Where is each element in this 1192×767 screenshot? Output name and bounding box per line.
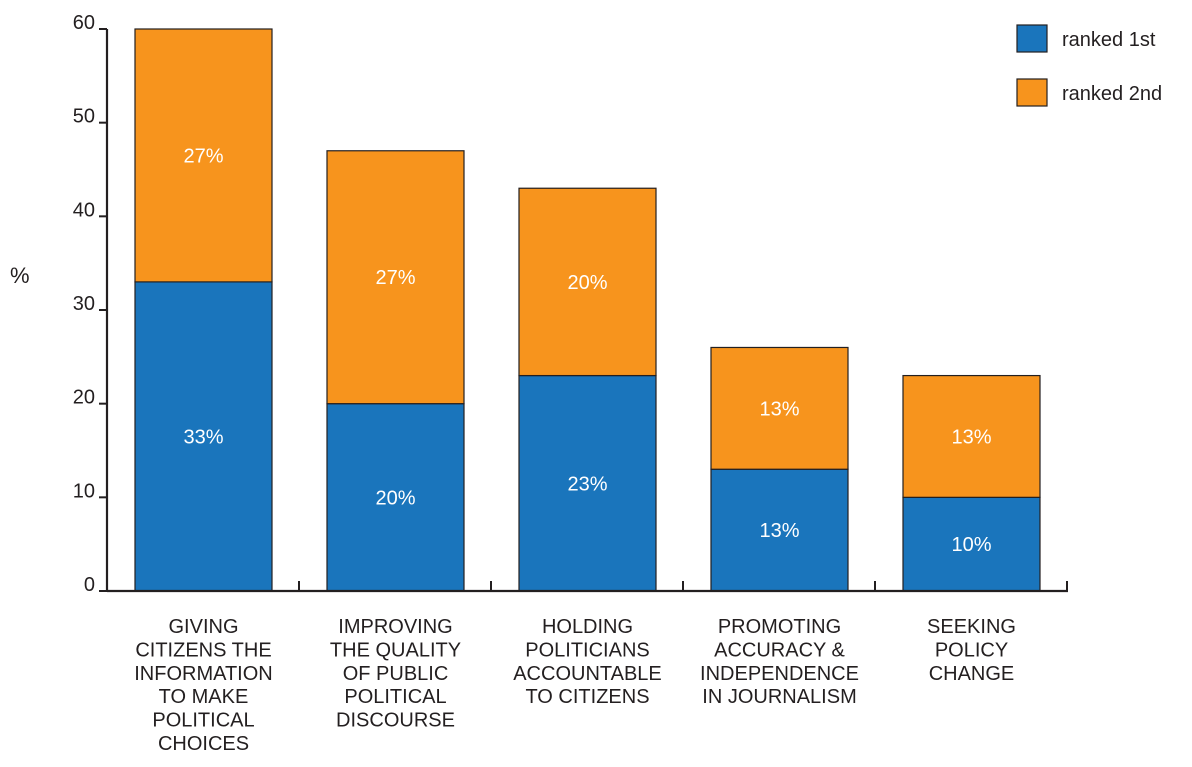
data-label-ranked-1st-3: 13%	[759, 520, 799, 542]
bar-ranked-2nd-1	[326, 150, 465, 405]
bar-ranked-1st-2	[518, 374, 657, 592]
legend-label-ranked-2nd: ranked 2nd	[1062, 83, 1162, 105]
bar-ranked-1st-0	[134, 281, 273, 592]
data-label-ranked-1st-4: 10%	[951, 534, 991, 556]
legend-swatch-ranked-2nd	[1016, 78, 1048, 107]
legend-label-ranked-1st: ranked 1st	[1062, 29, 1156, 51]
bar-ranked-2nd-4	[902, 374, 1041, 498]
data-label-ranked-1st-1: 20%	[375, 487, 415, 509]
data-label-ranked-1st-0: 33%	[183, 426, 223, 448]
y-tick-label-50: 50	[73, 106, 95, 128]
category-label-1: IMPROVING THE QUALITY OF PUBLIC POLITICAL DI…	[330, 616, 461, 732]
data-label-ranked-2nd-4: 13%	[951, 426, 991, 448]
legend: ranked 1st ranked 2nd	[1016, 24, 1162, 107]
bars-group	[134, 28, 1041, 592]
category-label-3: PROMOTING ACCURACY & INDEPENDENCE IN JOURNA…	[700, 616, 859, 708]
data-label-ranked-2nd-1: 27%	[375, 267, 415, 289]
category-labels-group: GIVING CITIZENS THE INFORMATION TO MAKE POLI…	[134, 616, 1016, 755]
category-label-2: HOLDING POLITICIANS ACCOUNTABLE TO CITIZENS	[513, 616, 662, 708]
y-tick-label-20: 20	[73, 387, 95, 409]
data-label-ranked-2nd-0: 27%	[183, 145, 223, 167]
y-axis-label: %	[10, 263, 30, 288]
y-tick-label-0: 0	[84, 574, 95, 596]
category-label-0: GIVING CITIZENS THE INFORMATION TO MAKE POLI…	[134, 616, 273, 755]
y-tick-label-10: 10	[73, 480, 95, 502]
data-label-ranked-2nd-2: 20%	[567, 272, 607, 294]
y-tick-label-30: 30	[73, 293, 95, 315]
data-label-ranked-1st-2: 23%	[567, 473, 607, 495]
bar-ranked-2nd-0	[134, 28, 273, 283]
y-tick-label-60: 60	[73, 12, 95, 34]
legend-swatch-ranked-1st	[1016, 24, 1048, 53]
bar-ranked-2nd-2	[518, 187, 657, 377]
y-tick-label-40: 40	[73, 199, 95, 221]
data-label-ranked-2nd-3: 13%	[759, 398, 799, 420]
bar-ranked-2nd-3	[710, 346, 849, 470]
axes-group: 0 10 20 30 40 50 60	[73, 12, 1068, 596]
data-labels-group: 33% 27% 20% 27% 23% 20% 13% 13% 10% 13%	[183, 145, 991, 556]
category-label-4: SEEKING POLICY CHANGE	[927, 616, 1016, 685]
